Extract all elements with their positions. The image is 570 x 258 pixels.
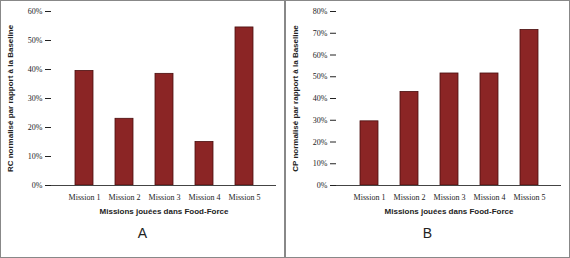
svg-text:30%: 30% [28, 94, 43, 103]
svg-text:10%: 10% [28, 152, 43, 161]
svg-text:Mission 4: Mission 4 [189, 193, 221, 202]
svg-text:20%: 20% [313, 138, 328, 147]
svg-text:Mission 3: Mission 3 [149, 193, 181, 202]
svg-text:RC normalisé par rapport à la: RC normalisé par rapport à la Baseline [6, 24, 15, 172]
svg-text:Mission 3: Mission 3 [434, 193, 466, 202]
svg-text:70%: 70% [313, 29, 328, 38]
svg-text:10%: 10% [313, 159, 328, 168]
svg-text:Mission 4: Mission 4 [474, 193, 506, 202]
svg-text:60%: 60% [28, 7, 43, 16]
svg-text:Missions jouées dans Food-Forc: Missions jouées dans Food-Force [100, 207, 229, 216]
svg-text:Mission 5: Mission 5 [514, 193, 546, 202]
svg-text:Mission 1: Mission 1 [354, 193, 386, 202]
svg-text:Mission 2: Mission 2 [109, 193, 141, 202]
svg-text:0%: 0% [32, 181, 43, 190]
svg-text:Mission 1: Mission 1 [69, 193, 101, 202]
svg-text:50%: 50% [313, 72, 328, 81]
html-text:A: A [137, 225, 148, 241]
svg-text:CP normalisé par rapport à la: CP normalisé par rapport à la Baseline [291, 25, 300, 172]
svg-text:80%: 80% [313, 7, 328, 16]
html-text:B: B [422, 225, 433, 241]
svg-text:40%: 40% [313, 94, 328, 103]
svg-text:Mission 5: Mission 5 [229, 193, 261, 202]
svg-text:50%: 50% [28, 36, 43, 45]
svg-text:Missions jouées dans Food-Forc: Missions jouées dans Food-Force [385, 207, 514, 216]
svg-text:20%: 20% [28, 123, 43, 132]
svg-text:40%: 40% [28, 65, 43, 74]
svg-text:30%: 30% [313, 116, 328, 125]
svg-text:60%: 60% [313, 51, 328, 60]
svg-text:Mission 2: Mission 2 [394, 193, 426, 202]
svg-text:0%: 0% [317, 181, 328, 190]
